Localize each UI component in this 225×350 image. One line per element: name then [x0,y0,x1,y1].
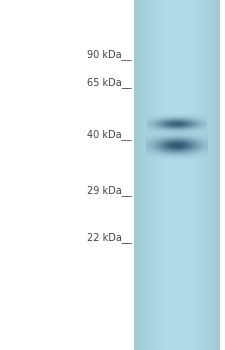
Text: 65 kDa__: 65 kDa__ [87,77,132,88]
Text: 40 kDa__: 40 kDa__ [87,129,132,140]
Text: 29 kDa__: 29 kDa__ [87,185,132,196]
Text: 90 kDa__: 90 kDa__ [87,49,132,60]
Text: 22 kDa__: 22 kDa__ [87,232,132,244]
